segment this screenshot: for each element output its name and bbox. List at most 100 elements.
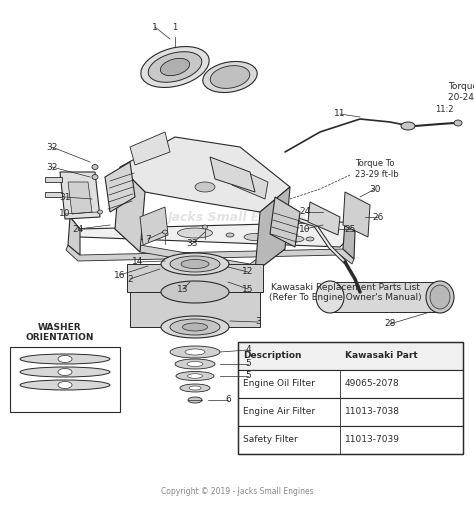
- Polygon shape: [127, 264, 263, 292]
- Polygon shape: [130, 132, 170, 165]
- Ellipse shape: [161, 316, 229, 338]
- Ellipse shape: [92, 174, 98, 179]
- Ellipse shape: [210, 65, 250, 88]
- Ellipse shape: [160, 58, 190, 76]
- Text: 13: 13: [177, 284, 189, 294]
- Text: WASHER: WASHER: [38, 323, 82, 332]
- Text: 33: 33: [186, 239, 198, 248]
- Bar: [238, 370, 463, 398]
- Polygon shape: [45, 177, 62, 182]
- Polygon shape: [45, 192, 62, 197]
- Ellipse shape: [181, 260, 209, 269]
- Ellipse shape: [244, 234, 266, 240]
- Text: Engine Air Filter: Engine Air Filter: [243, 408, 315, 416]
- Bar: [238, 342, 463, 370]
- Ellipse shape: [180, 384, 210, 392]
- Polygon shape: [68, 217, 80, 255]
- Text: 24: 24: [73, 225, 83, 234]
- Ellipse shape: [161, 281, 229, 303]
- Polygon shape: [66, 245, 354, 264]
- Text: 1: 1: [173, 23, 178, 32]
- Ellipse shape: [195, 182, 215, 192]
- Ellipse shape: [306, 237, 314, 241]
- Ellipse shape: [98, 210, 102, 214]
- Ellipse shape: [316, 281, 344, 313]
- Text: 3: 3: [255, 317, 261, 327]
- Bar: [238, 342, 463, 454]
- Bar: [238, 426, 463, 454]
- Ellipse shape: [170, 319, 220, 335]
- Polygon shape: [232, 167, 268, 199]
- Text: 15: 15: [242, 284, 254, 294]
- Text: ORIENTATION: ORIENTATION: [26, 333, 94, 342]
- Ellipse shape: [163, 230, 167, 234]
- Polygon shape: [270, 197, 300, 247]
- Text: 5: 5: [245, 372, 251, 380]
- Polygon shape: [140, 207, 168, 245]
- Ellipse shape: [175, 359, 215, 369]
- Ellipse shape: [202, 225, 208, 229]
- Text: Engine Oil Filter: Engine Oil Filter: [243, 380, 315, 388]
- Ellipse shape: [161, 253, 229, 275]
- Text: 6: 6: [225, 395, 231, 405]
- Ellipse shape: [20, 367, 110, 377]
- Text: Jacks Small Engines: Jacks Small Engines: [167, 210, 307, 224]
- Polygon shape: [330, 282, 440, 312]
- Text: Kawasaki Part: Kawasaki Part: [345, 351, 418, 360]
- Polygon shape: [70, 217, 355, 247]
- Ellipse shape: [185, 349, 205, 355]
- Text: 4: 4: [245, 345, 251, 354]
- Ellipse shape: [141, 47, 209, 88]
- Ellipse shape: [58, 355, 72, 363]
- Text: 26: 26: [372, 212, 383, 222]
- Text: 32: 32: [46, 163, 58, 171]
- Ellipse shape: [188, 397, 202, 403]
- Text: 31: 31: [59, 193, 71, 201]
- Text: 7: 7: [145, 235, 151, 243]
- Text: 30: 30: [369, 185, 381, 194]
- Polygon shape: [255, 187, 290, 272]
- Text: 32: 32: [46, 142, 58, 152]
- Ellipse shape: [187, 374, 202, 378]
- Text: 11:2: 11:2: [435, 105, 454, 115]
- Text: 14: 14: [132, 258, 144, 267]
- Ellipse shape: [187, 361, 203, 367]
- Text: Safety Filter: Safety Filter: [243, 436, 298, 445]
- Ellipse shape: [203, 61, 257, 92]
- Ellipse shape: [58, 381, 72, 388]
- Text: 11013-7039: 11013-7039: [345, 436, 400, 445]
- Polygon shape: [210, 157, 255, 192]
- Ellipse shape: [182, 323, 208, 331]
- Text: (Refer To Engine Owner's Manual): (Refer To Engine Owner's Manual): [269, 293, 421, 302]
- Ellipse shape: [148, 52, 202, 82]
- Text: Torque To
23-29 ft-lb: Torque To 23-29 ft-lb: [355, 159, 399, 178]
- Text: 24: 24: [300, 207, 310, 216]
- Text: 5: 5: [245, 359, 251, 369]
- Polygon shape: [120, 137, 290, 212]
- Text: 11: 11: [334, 110, 346, 119]
- Ellipse shape: [430, 285, 450, 309]
- Text: 25: 25: [344, 225, 356, 234]
- Text: 28: 28: [384, 319, 396, 329]
- Ellipse shape: [177, 228, 212, 238]
- Ellipse shape: [286, 236, 304, 242]
- Ellipse shape: [156, 227, 164, 231]
- Ellipse shape: [226, 233, 234, 237]
- Polygon shape: [115, 167, 145, 252]
- Bar: [238, 398, 463, 426]
- Ellipse shape: [401, 122, 415, 130]
- Polygon shape: [343, 222, 355, 259]
- Bar: [10, 347, 120, 412]
- Text: 10: 10: [59, 209, 71, 219]
- Text: 11013-7038: 11013-7038: [345, 408, 400, 416]
- Ellipse shape: [58, 369, 72, 376]
- Text: 49065-2078: 49065-2078: [345, 380, 400, 388]
- Text: 2: 2: [127, 274, 133, 283]
- Polygon shape: [343, 192, 370, 237]
- Text: Copyright © 2019 - Jacks Small Engines: Copyright © 2019 - Jacks Small Engines: [161, 488, 313, 496]
- Ellipse shape: [20, 354, 110, 364]
- Polygon shape: [60, 172, 100, 219]
- Polygon shape: [308, 202, 340, 235]
- Text: 1: 1: [152, 22, 158, 31]
- Text: 16: 16: [114, 271, 126, 279]
